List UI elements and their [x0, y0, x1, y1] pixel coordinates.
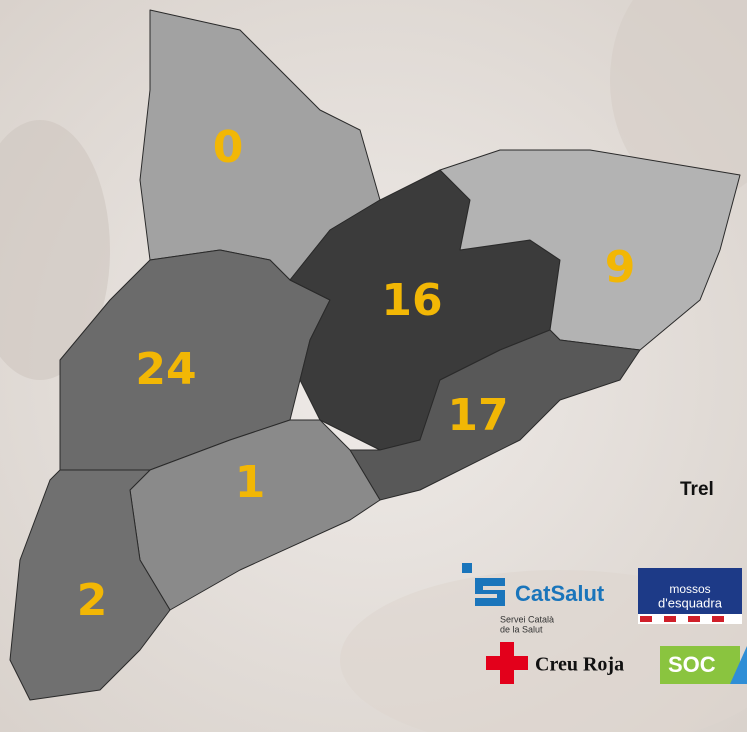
region-barcelona: [349, 329, 641, 501]
logo-creu-roja: Creu Roja: [486, 642, 624, 684]
logo-icon: [475, 578, 505, 606]
side-text: Trel: [680, 479, 714, 500]
logo-icon: [486, 642, 528, 684]
regions: [9, 9, 741, 701]
logo-icon: [462, 563, 472, 573]
logo-text: d'esquadra: [658, 595, 723, 610]
region-count: 1: [235, 457, 266, 508]
region-lleida: [59, 249, 331, 471]
logo-stripe: [640, 616, 724, 622]
region-count: 17: [447, 390, 508, 441]
region-count: 2: [77, 575, 108, 626]
logo-soc: SOC: [660, 646, 747, 684]
background-photo: [610, 0, 747, 200]
logo-box: [638, 568, 742, 620]
logo-text: SOC: [668, 652, 716, 677]
logo-box: [660, 646, 740, 684]
region-count: 24: [135, 344, 196, 395]
logo-subtext: Servei Català: [500, 614, 554, 624]
region-count: 9: [605, 242, 636, 293]
logo-catsalut: CatSalut Servei Català de la Salut: [462, 563, 605, 634]
logo-shape: [730, 646, 747, 684]
region-count: 0: [213, 122, 244, 173]
region-labels: 0 24 16 9 17 1 2: [77, 122, 636, 626]
logo-subtext: de la Salut: [500, 624, 543, 634]
region-count: 16: [381, 275, 442, 326]
region-terres-ebre: [9, 469, 171, 701]
logo-text: CatSalut: [515, 581, 605, 606]
background-photo: [0, 120, 110, 380]
logo-text: Creu Roja: [535, 654, 624, 676]
logo-mossos: mossos d'esquadra: [638, 568, 742, 624]
logo-text: mossos: [669, 582, 710, 596]
